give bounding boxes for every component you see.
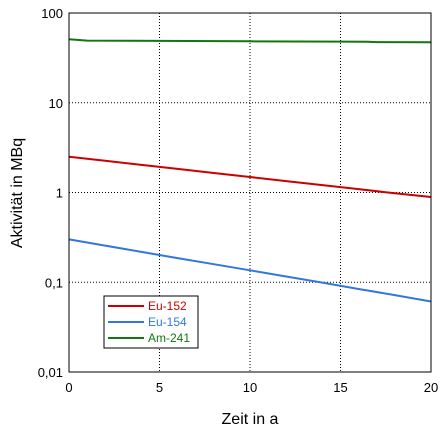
series-line-am-241	[68, 38, 432, 44]
y-tick-label: 0,1	[45, 275, 63, 290]
y-tick-label: 10	[49, 96, 63, 111]
legend-label-am-241: Am-241	[148, 331, 190, 345]
tick-labels: 0 5 10 15 20 0,01 0,1 1 10 100	[38, 6, 439, 395]
y-tick-label: 1	[56, 186, 63, 201]
legend: Eu-152 Eu-154 Am-241	[103, 295, 199, 349]
x-tick-label: 0	[65, 380, 72, 395]
grid-lines	[69, 13, 431, 372]
y-axis-label: Aktivität in MBq	[9, 138, 26, 248]
series-line-eu-152	[68, 155, 432, 198]
x-tick-label: 20	[424, 380, 438, 395]
y-tick-label: 0,01	[38, 365, 63, 380]
plot-frame	[68, 12, 432, 373]
y-tick-label: 100	[41, 6, 63, 21]
x-tick-label: 10	[243, 380, 257, 395]
legend-label-eu-152: Eu-152	[148, 299, 187, 313]
x-tick-label: 15	[333, 380, 347, 395]
x-axis-label: Zeit in a	[222, 411, 279, 428]
legend-label-eu-154: Eu-154	[148, 315, 187, 329]
series-line-eu-154	[68, 238, 432, 303]
series-lines	[68, 38, 432, 303]
x-tick-label: 5	[156, 380, 163, 395]
